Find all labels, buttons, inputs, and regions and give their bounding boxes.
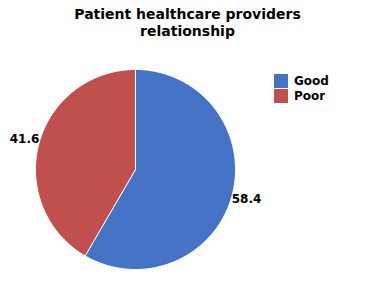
svg-text:41.6: 41.6 — [10, 132, 40, 146]
svg-text:58.4: 58.4 — [232, 192, 262, 206]
html-text:Good: Good — [294, 73, 329, 88]
html-text:Patient healthcare providers r: Patient healthcare providers relationshi… — [74, 6, 301, 39]
html-text:Poor: Poor — [294, 88, 326, 103]
